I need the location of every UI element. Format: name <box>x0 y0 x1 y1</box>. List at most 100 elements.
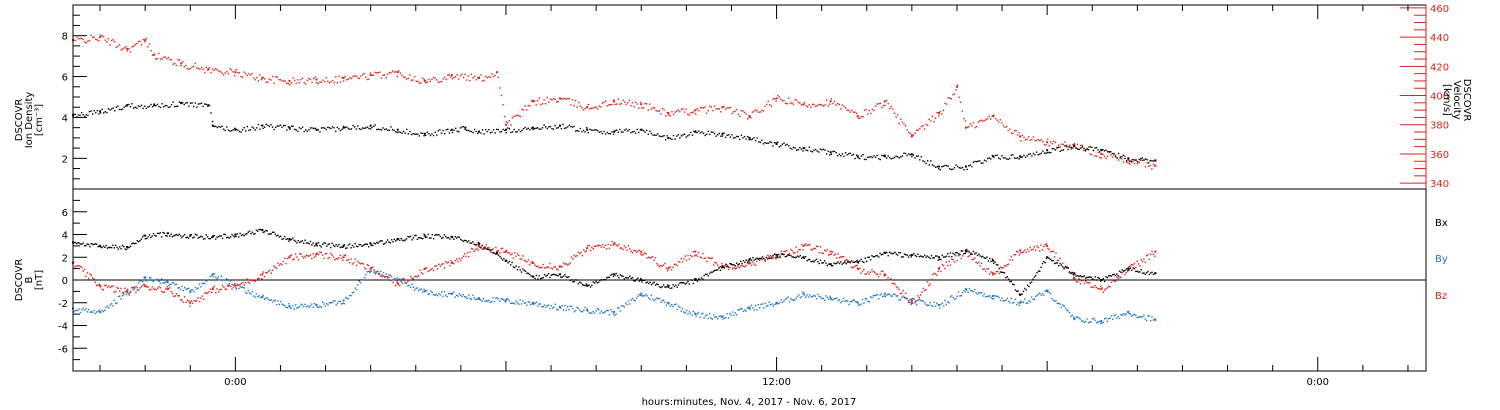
data-point <box>321 243 324 246</box>
data-point <box>1068 311 1071 314</box>
data-point <box>940 258 942 261</box>
data-point <box>1067 267 1069 269</box>
data-point <box>108 285 110 287</box>
data-point <box>162 291 164 294</box>
data-point <box>600 130 602 133</box>
data-point <box>588 312 590 314</box>
data-point <box>401 278 404 280</box>
data-point <box>570 125 572 128</box>
data-point <box>235 288 237 290</box>
data-point <box>804 256 807 258</box>
data-point <box>427 293 429 295</box>
data-point <box>665 267 668 269</box>
data-point <box>776 302 778 305</box>
data-point <box>436 134 438 136</box>
data-point <box>1016 157 1019 159</box>
data-point <box>129 290 132 292</box>
data-point <box>1095 279 1098 281</box>
data-point <box>666 302 669 304</box>
data-point <box>292 125 294 127</box>
data-point <box>947 252 949 255</box>
data-point <box>904 125 907 127</box>
data-point <box>1002 271 1004 274</box>
data-point <box>599 279 601 282</box>
data-point <box>546 305 548 307</box>
data-point <box>1083 275 1086 277</box>
data-point <box>1102 153 1104 156</box>
data-point <box>770 105 773 107</box>
data-point <box>731 268 734 270</box>
data-point <box>288 305 291 308</box>
data-point <box>1112 318 1114 320</box>
data-point <box>882 270 884 273</box>
data-point <box>590 107 593 109</box>
data-point <box>735 267 738 269</box>
data-point <box>817 260 819 263</box>
data-point <box>729 136 732 138</box>
data-point <box>173 295 175 298</box>
data-point <box>390 275 393 278</box>
data-point <box>882 104 885 107</box>
data-point <box>949 296 952 298</box>
data-point <box>1143 272 1145 274</box>
data-point <box>487 247 489 249</box>
data-point <box>1041 249 1044 251</box>
data-point <box>936 111 938 114</box>
data-point <box>1001 155 1003 157</box>
data-point <box>489 132 492 134</box>
data-point <box>840 256 842 258</box>
data-point <box>197 103 200 105</box>
data-point <box>899 298 902 301</box>
data-point <box>1091 278 1094 280</box>
data-point <box>136 107 138 109</box>
b-tick-label: -2 <box>58 299 68 310</box>
data-point <box>369 242 371 244</box>
data-point <box>852 153 855 156</box>
data-point <box>792 103 795 105</box>
data-point <box>643 252 646 254</box>
data-point <box>883 100 886 103</box>
data-point <box>265 81 267 83</box>
data-point <box>273 231 275 233</box>
data-point <box>865 158 867 161</box>
data-point <box>121 108 124 110</box>
data-point <box>99 36 102 39</box>
data-point <box>295 82 297 84</box>
data-point <box>442 236 444 239</box>
data-point <box>1013 130 1016 132</box>
data-point <box>1083 147 1085 150</box>
data-point <box>639 101 642 104</box>
data-point <box>1040 294 1042 296</box>
data-point <box>194 62 196 65</box>
data-point <box>185 301 187 304</box>
data-point <box>537 305 539 307</box>
data-point <box>139 287 141 289</box>
data-point <box>449 292 451 295</box>
data-point <box>106 41 108 43</box>
data-point <box>720 135 722 137</box>
data-point <box>1101 322 1103 324</box>
data-point <box>344 126 346 129</box>
data-point <box>289 307 291 309</box>
data-point <box>968 165 970 167</box>
data-point <box>109 246 111 249</box>
data-point <box>418 135 421 137</box>
data-point <box>505 298 508 300</box>
data-point <box>564 304 566 307</box>
data-point <box>488 299 490 302</box>
data-point <box>216 236 218 238</box>
data-point <box>865 260 868 262</box>
data-point <box>110 303 113 305</box>
data-point <box>365 268 367 270</box>
data-point <box>162 282 164 284</box>
data-point <box>1094 319 1096 322</box>
data-point <box>803 257 806 260</box>
data-point <box>625 246 627 249</box>
data-point <box>309 78 312 81</box>
data-point <box>1106 151 1109 153</box>
data-point <box>473 75 476 78</box>
data-point <box>123 106 125 108</box>
data-point <box>441 263 443 266</box>
data-point <box>565 127 567 129</box>
data-point <box>349 77 351 79</box>
